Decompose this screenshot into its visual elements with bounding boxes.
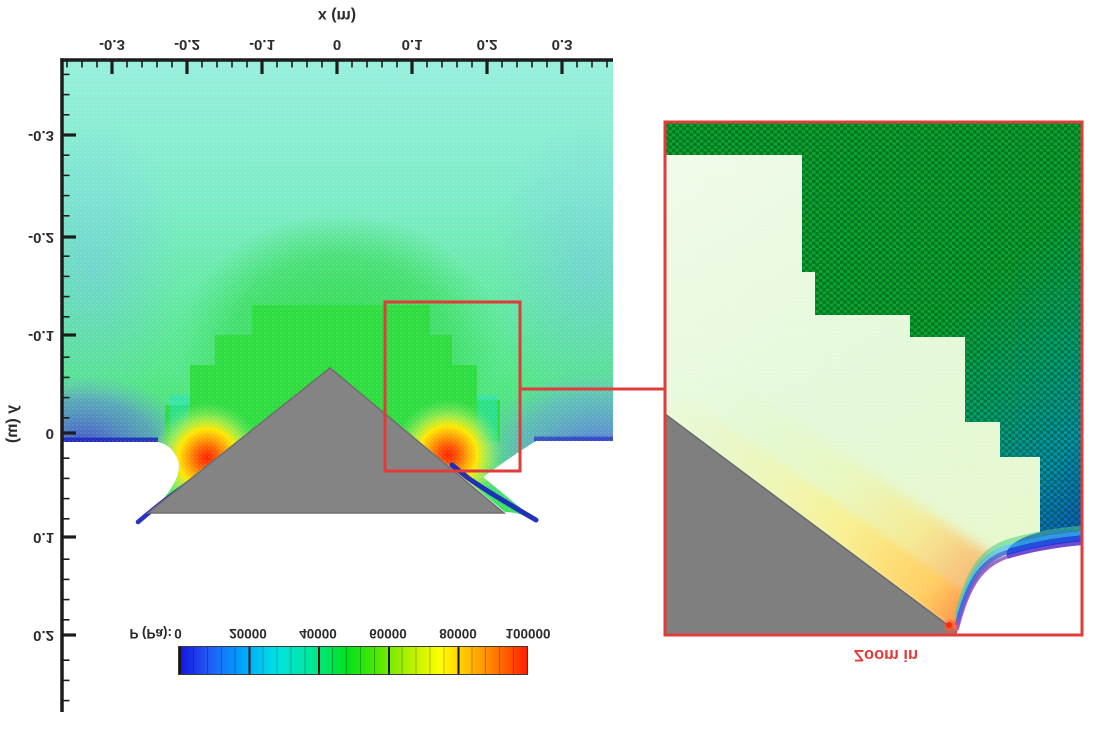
x-tick-label-1: -0.2 — [174, 36, 200, 53]
zoom-region-box — [383, 300, 522, 473]
colorbar-gradient — [178, 646, 528, 675]
colorbar-tick-3: 60000 — [369, 626, 407, 641]
inset-caption: Zoom in — [853, 646, 919, 664]
y-tick-label-3: 0 — [45, 425, 54, 442]
colorbar-tick-4: 80000 — [439, 626, 477, 641]
x-axis-title: x (m) — [317, 7, 357, 24]
inset-rainbow-arcs — [954, 525, 1082, 631]
inset-wedge-edge — [665, 413, 958, 633]
slope-pressure-band — [665, 394, 978, 632]
x-tick-label-5: 0.2 — [476, 36, 498, 53]
x-tick-label-4: 0.1 — [401, 36, 423, 53]
inset-wake-white-region — [957, 545, 1082, 634]
axis-tick-marks — [62, 60, 608, 702]
x-tick-label-0: -0.3 — [99, 36, 125, 53]
x-tick-label-6: 0.3 — [551, 36, 573, 53]
x-tick-label-3: 0 — [332, 36, 342, 53]
colorbar-tick-1: 20000 — [229, 626, 267, 641]
zoom-inset — [665, 122, 1082, 635]
colorbar-tick-0: 0 — [174, 626, 182, 641]
wedge-body — [145, 367, 507, 514]
y-tick-label-4: 0.1 — [33, 529, 54, 546]
y-tick-label-0: -0.3 — [28, 127, 54, 144]
inset-coarse-mesh-dots — [665, 122, 1082, 572]
x-tick-label-2: -0.1 — [249, 36, 275, 53]
y-tick-label-5: 0.2 — [33, 627, 54, 644]
y-tick-label-2: -0.1 — [28, 327, 54, 344]
inset-tip-hotspot-core — [946, 622, 952, 628]
colorbar-tick-5: 100000 — [505, 626, 551, 641]
colorbar-tick-2: 40000 — [299, 626, 337, 641]
y-tick-label-1: -0.2 — [28, 229, 54, 246]
right-separation-streak — [449, 462, 539, 523]
inset-border — [663, 120, 1084, 637]
